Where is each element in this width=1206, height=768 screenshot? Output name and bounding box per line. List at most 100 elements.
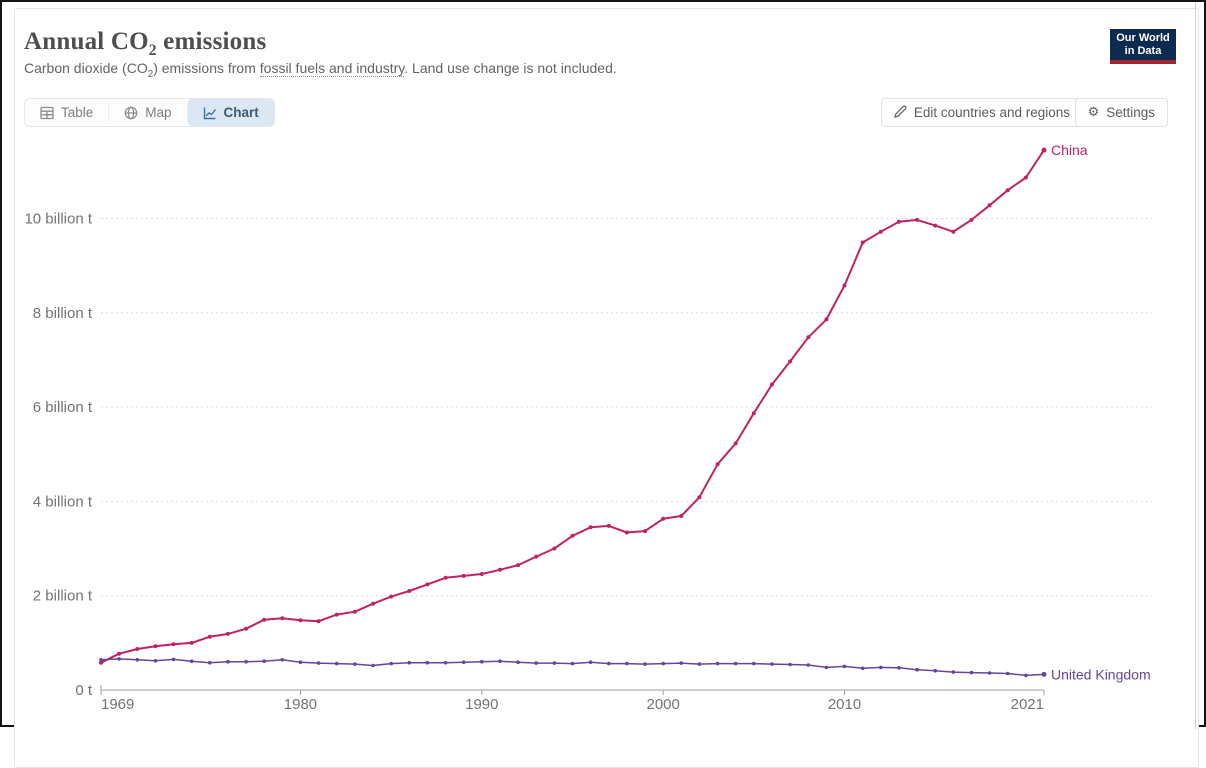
china-point[interactable]	[606, 523, 611, 528]
united-kingdom-point[interactable]	[987, 671, 992, 675]
china-point[interactable]	[733, 441, 738, 446]
china-point[interactable]	[207, 634, 212, 639]
united-kingdom-point[interactable]	[280, 658, 285, 662]
united-kingdom-point[interactable]	[625, 661, 629, 666]
china-point[interactable]	[715, 462, 720, 467]
united-kingdom-point[interactable]	[425, 660, 430, 665]
united-kingdom-point[interactable]	[534, 661, 538, 665]
china-point[interactable]	[770, 382, 774, 387]
china-point[interactable]	[860, 240, 865, 245]
fossil-fuels-link[interactable]: fossil fuels and industry	[259, 60, 405, 77]
united-kingdom-point[interactable]	[715, 661, 720, 666]
united-kingdom-point[interactable]	[1005, 671, 1010, 676]
china-point[interactable]	[389, 594, 394, 599]
china-point[interactable]	[1005, 188, 1010, 193]
united-kingdom-point[interactable]	[171, 657, 176, 662]
china-series-label[interactable]: China	[1051, 142, 1088, 158]
china-point[interactable]	[534, 554, 539, 559]
china-point[interactable]	[624, 530, 629, 535]
united-kingdom-point[interactable]	[516, 660, 520, 664]
united-kingdom-point[interactable]	[860, 666, 865, 671]
united-kingdom-point[interactable]	[226, 659, 230, 664]
united-kingdom-point[interactable]	[208, 660, 212, 665]
china-line[interactable]	[100, 149, 1045, 664]
china-point[interactable]	[697, 495, 702, 500]
united-kingdom-point[interactable]	[498, 659, 502, 663]
china-point[interactable]	[298, 618, 303, 623]
china-point[interactable]	[262, 617, 267, 622]
china-point[interactable]	[1041, 147, 1047, 153]
china-point[interactable]	[751, 411, 756, 416]
china-point[interactable]	[189, 640, 194, 645]
united-kingdom-point[interactable]	[806, 663, 811, 667]
china-point[interactable]	[951, 229, 956, 234]
united-kingdom-point[interactable]	[480, 659, 484, 664]
united-kingdom-point[interactable]	[407, 660, 412, 665]
united-kingdom-point[interactable]	[661, 661, 665, 666]
united-kingdom-point[interactable]	[461, 660, 466, 664]
china-point[interactable]	[316, 619, 321, 624]
china-point[interactable]	[915, 217, 920, 222]
china-point[interactable]	[371, 601, 375, 606]
china-point[interactable]	[552, 546, 557, 551]
united-kingdom-point[interactable]	[335, 661, 339, 666]
edit-countries-button[interactable]: Edit countries and regions	[880, 98, 1083, 127]
scrollbar-track[interactable]	[1195, 2, 1196, 729]
china-point[interactable]	[498, 567, 502, 572]
china-point[interactable]	[117, 651, 122, 656]
united-kingdom-point[interactable]	[969, 670, 974, 675]
china-point[interactable]	[352, 609, 357, 614]
united-kingdom-point[interactable]	[316, 661, 321, 665]
china-point[interactable]	[933, 223, 938, 228]
china-point[interactable]	[244, 626, 249, 631]
china-point[interactable]	[643, 529, 647, 534]
settings-button[interactable]: ⚙ Settings	[1074, 98, 1168, 127]
china-point[interactable]	[588, 525, 593, 530]
united-kingdom-point[interactable]	[353, 662, 357, 666]
united-kingdom-series-label[interactable]: United Kingdom	[1051, 666, 1151, 682]
china-point[interactable]	[661, 516, 666, 521]
tab-chart[interactable]: Chart	[187, 99, 274, 126]
united-kingdom-line[interactable]	[100, 658, 1045, 677]
china-point[interactable]	[987, 203, 992, 208]
china-point[interactable]	[334, 612, 339, 617]
united-kingdom-point[interactable]	[643, 662, 647, 666]
united-kingdom-point[interactable]	[607, 661, 611, 666]
china-point[interactable]	[516, 563, 521, 568]
united-kingdom-point[interactable]	[117, 657, 121, 661]
china-point[interactable]	[443, 575, 448, 580]
tab-table[interactable]: Table	[25, 99, 108, 126]
united-kingdom-point[interactable]	[189, 659, 194, 663]
china-point[interactable]	[969, 217, 974, 222]
united-kingdom-point[interactable]	[915, 667, 919, 672]
united-kingdom-point[interactable]	[244, 659, 248, 664]
china-point[interactable]	[878, 229, 883, 234]
united-kingdom-point[interactable]	[570, 661, 575, 666]
united-kingdom-point[interactable]	[733, 661, 738, 666]
china-point[interactable]	[461, 573, 466, 578]
line-chart-plot-area[interactable]: 0 t 2 billion t 4 billion t 6 billion t 8 bi…	[2, 2, 1206, 729]
owid-logo[interactable]: Our World in Data	[1110, 29, 1176, 64]
united-kingdom-point[interactable]	[824, 665, 829, 670]
united-kingdom-point[interactable]	[770, 662, 774, 666]
united-kingdom-point[interactable]	[443, 660, 448, 665]
china-point[interactable]	[153, 644, 158, 649]
china-point[interactable]	[407, 589, 412, 593]
china-point[interactable]	[824, 317, 829, 322]
united-kingdom-point[interactable]	[135, 658, 140, 662]
united-kingdom-point[interactable]	[933, 668, 937, 673]
china-point[interactable]	[225, 631, 230, 636]
united-kingdom-point[interactable]	[389, 661, 394, 666]
united-kingdom-point[interactable]	[1041, 671, 1047, 677]
united-kingdom-point[interactable]	[1024, 673, 1028, 678]
china-point[interactable]	[425, 582, 430, 587]
china-point[interactable]	[570, 533, 575, 538]
china-point[interactable]	[135, 647, 140, 651]
united-kingdom-point[interactable]	[588, 660, 593, 664]
united-kingdom-point[interactable]	[951, 670, 956, 674]
united-kingdom-point[interactable]	[262, 659, 267, 663]
china-point[interactable]	[806, 335, 811, 340]
china-point[interactable]	[171, 642, 176, 647]
china-point[interactable]	[679, 514, 684, 518]
united-kingdom-point[interactable]	[679, 661, 684, 665]
